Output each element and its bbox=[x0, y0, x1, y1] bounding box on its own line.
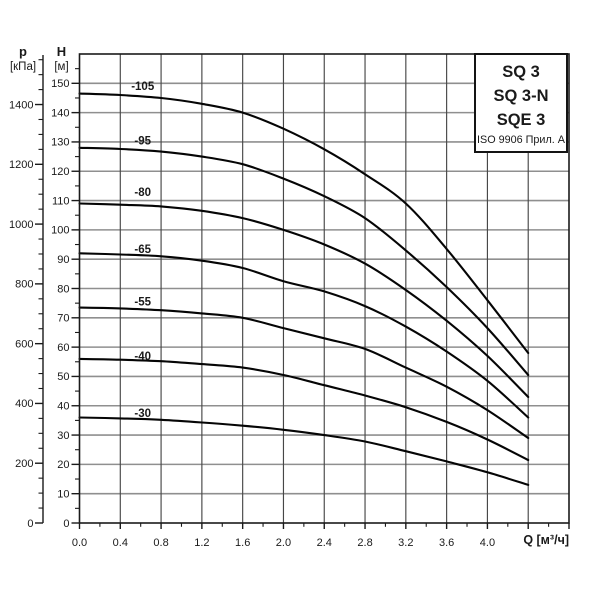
flow-axis-label: Q [м³/ч] bbox=[523, 533, 569, 547]
head-tick-label: 40 bbox=[57, 401, 69, 413]
pressure-tick-label: 200 bbox=[15, 458, 33, 470]
head-tick-label: 30 bbox=[57, 430, 69, 442]
model-legend-box: SQ 3 SQ 3-N SQE 3 ISO 9906 Прил. A bbox=[474, 53, 568, 153]
head-tick-label: 70 bbox=[57, 313, 69, 325]
head-tick-label: 60 bbox=[57, 342, 69, 354]
curve-label-40: -40 bbox=[134, 351, 151, 363]
pump-curve-30 bbox=[78, 416, 530, 486]
flow-tick-label: 2.8 bbox=[357, 537, 372, 549]
head-tick-label: 90 bbox=[57, 254, 69, 266]
curve-label-55: -55 bbox=[134, 297, 151, 309]
head-tick-label: 50 bbox=[57, 371, 69, 383]
model-name-sq3: SQ 3 bbox=[502, 63, 540, 81]
head-tick-label: 100 bbox=[51, 225, 69, 237]
head-tick-label: 110 bbox=[52, 195, 70, 207]
flow-tick-label: 1.6 bbox=[235, 537, 250, 549]
curve-label-105: -105 bbox=[131, 81, 155, 93]
pump-curve-95 bbox=[78, 146, 530, 377]
pump-curve-105 bbox=[78, 92, 530, 355]
pump-curves bbox=[78, 92, 530, 486]
pressure-tick-label: 600 bbox=[15, 338, 33, 350]
flow-tick-label: 1.2 bbox=[194, 537, 209, 549]
pressure-axis-unit: [кПа] bbox=[9, 61, 37, 73]
head-tick-label: 130 bbox=[51, 137, 69, 149]
flow-tick-label: 2.4 bbox=[317, 537, 332, 549]
curve-label-95: -95 bbox=[134, 135, 151, 147]
head-tick-label: 150 bbox=[51, 78, 69, 90]
pressure-tick-label: 1000 bbox=[9, 219, 33, 231]
head-tick-label: 20 bbox=[57, 459, 69, 471]
pressure-tick-label: 800 bbox=[15, 279, 33, 291]
pressure-axis-letter: p bbox=[19, 44, 27, 59]
model-name-sq3n: SQ 3-N bbox=[493, 87, 549, 105]
model-name-sqe3: SQE 3 bbox=[496, 111, 546, 129]
flow-tick-label: 0.0 bbox=[72, 537, 87, 549]
flow-tick-label: 3.2 bbox=[398, 537, 413, 549]
iso-standard-note: ISO 9906 Прил. A bbox=[477, 134, 565, 146]
curve-label-30: -30 bbox=[134, 408, 151, 420]
pump-curve-80 bbox=[78, 202, 530, 399]
head-tick-label: 10 bbox=[57, 488, 69, 500]
curve-labels: -105 -95 -80 -65 -55 -40 -30 bbox=[131, 81, 155, 420]
head-axis-letter: H bbox=[56, 44, 67, 59]
curve-label-80: -80 bbox=[134, 187, 151, 199]
head-tick-label: 120 bbox=[51, 166, 69, 178]
head-tick-label: 140 bbox=[51, 107, 69, 119]
axes-ticks: 0 10 20 30 40 50 60 70 80 90 100 110 120 130 140 150 0 20… bbox=[9, 55, 570, 549]
head-tick-label: 80 bbox=[57, 283, 69, 295]
pump-curve-65 bbox=[78, 252, 530, 419]
pressure-tick-label: 400 bbox=[15, 398, 33, 410]
pump-curve-55 bbox=[78, 306, 530, 440]
head-tick-label: 0 bbox=[63, 518, 69, 530]
flow-tick-label: 2.0 bbox=[276, 537, 291, 549]
pressure-tick-label: 1200 bbox=[9, 159, 33, 171]
flow-tick-label: 4.0 bbox=[480, 537, 495, 549]
pressure-tick-label: 0 bbox=[27, 518, 33, 530]
head-axis-unit: [м] bbox=[54, 61, 69, 73]
curve-label-65: -65 bbox=[134, 244, 151, 256]
flow-tick-label: 0.4 bbox=[113, 537, 128, 549]
pump-curve-40 bbox=[78, 357, 530, 462]
flow-tick-label: 3.6 bbox=[439, 537, 454, 549]
pressure-tick-label: 1400 bbox=[9, 99, 33, 111]
flow-tick-label: 0.8 bbox=[153, 537, 168, 549]
